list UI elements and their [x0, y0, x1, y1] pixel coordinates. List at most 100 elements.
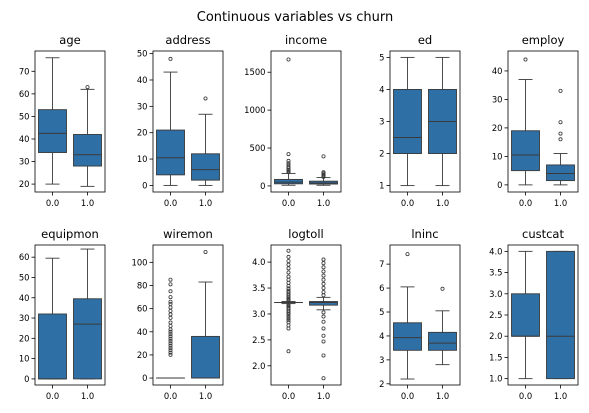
outlier-point: [168, 341, 173, 346]
outlier-point: [321, 257, 326, 262]
outlier-point: [321, 310, 326, 315]
y-tick-label: 5: [379, 307, 384, 317]
x-tick-label: 0.0: [46, 391, 59, 401]
outlier-point: [168, 299, 173, 304]
x-tick-label: 0.0: [401, 198, 414, 208]
outlier-point: [168, 320, 173, 325]
outlier-point: [321, 273, 326, 278]
iqr-box: [191, 335, 220, 379]
iqr-box: [546, 250, 575, 380]
subplot-title: address: [165, 33, 210, 47]
box-1.0: [191, 249, 220, 379]
outlier-point: [321, 170, 326, 175]
box-1.0: [309, 154, 338, 186]
outlier-point: [440, 286, 445, 291]
y-tick-label: 30: [492, 94, 503, 104]
outlier-point: [321, 281, 326, 286]
y-tick-label: 60: [19, 89, 30, 99]
y-tick-label: 0: [142, 373, 147, 383]
outlier-point: [321, 314, 326, 319]
outlier-point: [558, 88, 563, 93]
outlier-point: [523, 57, 528, 62]
iqr-box: [156, 129, 185, 176]
x-tick-label: 1.0: [81, 391, 94, 401]
subplot-title: age: [59, 33, 80, 47]
outlier-point: [286, 158, 291, 163]
y-tick-label: 4.0: [252, 257, 265, 267]
y-tick-label: 3.0: [252, 309, 265, 319]
y-tick-label: 4: [379, 84, 384, 94]
subplot-title: custcat: [522, 227, 564, 241]
axes-frame: [507, 244, 579, 386]
subplot-title: ed: [418, 33, 432, 47]
axes-frame: [389, 50, 461, 193]
outlier-point: [286, 266, 291, 271]
outlier-point: [286, 316, 291, 321]
outlier-point: [168, 352, 173, 357]
outlier-point: [321, 154, 326, 159]
outlier-point: [168, 305, 173, 310]
outlier-point: [321, 333, 326, 338]
y-tick-label: 30: [137, 101, 148, 111]
axes-frame: [34, 50, 106, 193]
y-tick-label: 40: [19, 134, 30, 144]
y-tick-label: 10: [492, 151, 503, 161]
iqr-box: [38, 109, 67, 153]
outlier-point: [286, 270, 291, 275]
outlier-point: [321, 286, 326, 291]
outlier-point: [286, 290, 291, 295]
outlier-point: [286, 254, 291, 259]
y-tick-label: 7: [379, 259, 384, 269]
subplot-income: income 0 500 1000 1500 0.0 1.0: [244, 33, 342, 208]
y-tick-label: 0: [24, 374, 29, 384]
subplot-title: wiremon: [163, 227, 213, 241]
y-tick-label: 70: [19, 66, 30, 76]
y-tick-label: 1000: [244, 105, 265, 115]
outlier-point: [168, 295, 173, 300]
y-tick-label: 40: [492, 66, 503, 76]
box-0.0: [511, 57, 540, 186]
outlier-point: [286, 248, 291, 253]
outlier-point: [405, 252, 410, 257]
y-tick-label: 0: [260, 181, 265, 191]
y-tick-label: 1: [379, 181, 384, 191]
subplot-title: employ: [522, 33, 565, 47]
y-tick-label: 60: [19, 252, 30, 262]
y-tick-label: 30: [19, 157, 30, 167]
iqr-box: [393, 322, 422, 351]
outlier-point: [203, 96, 208, 101]
subplot-title: equipmon: [41, 227, 99, 241]
outlier-point: [321, 265, 326, 270]
y-tick-label: 20: [137, 350, 148, 360]
outlier-point: [286, 274, 291, 279]
x-tick-label: 1.0: [554, 198, 567, 208]
box-0.0: [393, 252, 422, 380]
iqr-box: [546, 164, 575, 182]
subplot-title: logtoll: [288, 227, 323, 241]
subplot-custcat: custcat 1.0 1.5 2.0 2.5 3.0 3.5 4.0 0.0 1.0: [489, 227, 579, 401]
outlier-point: [321, 326, 326, 331]
outlier-point: [286, 349, 291, 354]
y-tick-label: 20: [137, 128, 148, 138]
x-tick-label: 0.0: [164, 391, 177, 401]
outlier-point: [321, 339, 326, 344]
subplot-wiremon: wiremon 0 20 40 60 80 100 0.0 1.0: [132, 227, 224, 401]
outlier-point: [168, 343, 173, 348]
subplot-address: address 0 10 20 30 40 50 0.0 1.0: [137, 33, 224, 208]
subplot-title: lninc: [411, 227, 438, 241]
outlier-point: [321, 269, 326, 274]
outlier-point: [286, 288, 291, 293]
outlier-point: [168, 56, 173, 61]
axes-frame: [507, 50, 579, 193]
box-0.0: [274, 248, 303, 354]
outlier-point: [286, 262, 291, 267]
x-tick-label: 0.0: [519, 391, 532, 401]
axes-frame: [152, 50, 224, 193]
y-tick-label: 0: [497, 180, 502, 190]
x-tick-label: 1.0: [81, 198, 94, 208]
iqr-box: [393, 89, 422, 154]
x-tick-label: 0.0: [282, 391, 295, 401]
y-tick-label: 40: [137, 327, 148, 337]
subplot-lninc: lninc 2 3 4 5 6 7 0.0 1.0: [379, 227, 461, 401]
